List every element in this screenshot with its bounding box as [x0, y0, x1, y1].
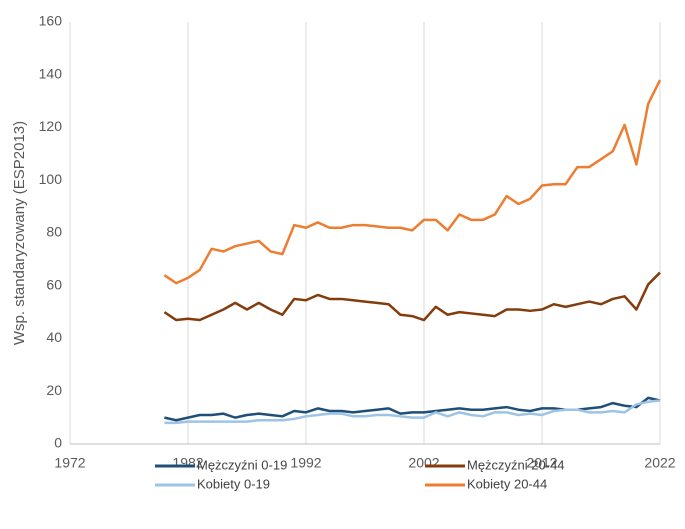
x-tick-label: 2022 [644, 455, 675, 471]
y-tick-label: 0 [54, 435, 62, 451]
y-axis-label: Wsp. standaryzowany (ESP2013) [11, 121, 28, 345]
series-line [164, 399, 661, 425]
legend-label: Kobiety 20-44 [467, 476, 547, 491]
y-tick-label: 20 [46, 382, 62, 398]
legend-label: Mężczyźni 20-44 [467, 457, 565, 472]
legend-label: Mężczyźni 0-19 [197, 457, 287, 472]
legend-label: Kobiety 0-19 [197, 476, 270, 491]
y-tick-label: 40 [46, 329, 62, 345]
x-tick-label: 1972 [54, 455, 85, 471]
x-tick-label: 1992 [290, 455, 321, 471]
y-tick-label: 60 [46, 276, 62, 292]
x-tick-label: 2012 [526, 455, 557, 471]
y-tick-label: 140 [39, 65, 63, 81]
y-tick-label: 100 [39, 171, 63, 187]
y-tick-label: 120 [39, 118, 63, 134]
y-tick-label: 80 [46, 224, 62, 240]
x-tick-label: 2002 [408, 455, 439, 471]
series-line [163, 271, 661, 322]
y-tick-label: 160 [39, 13, 63, 29]
series-line [163, 79, 662, 285]
